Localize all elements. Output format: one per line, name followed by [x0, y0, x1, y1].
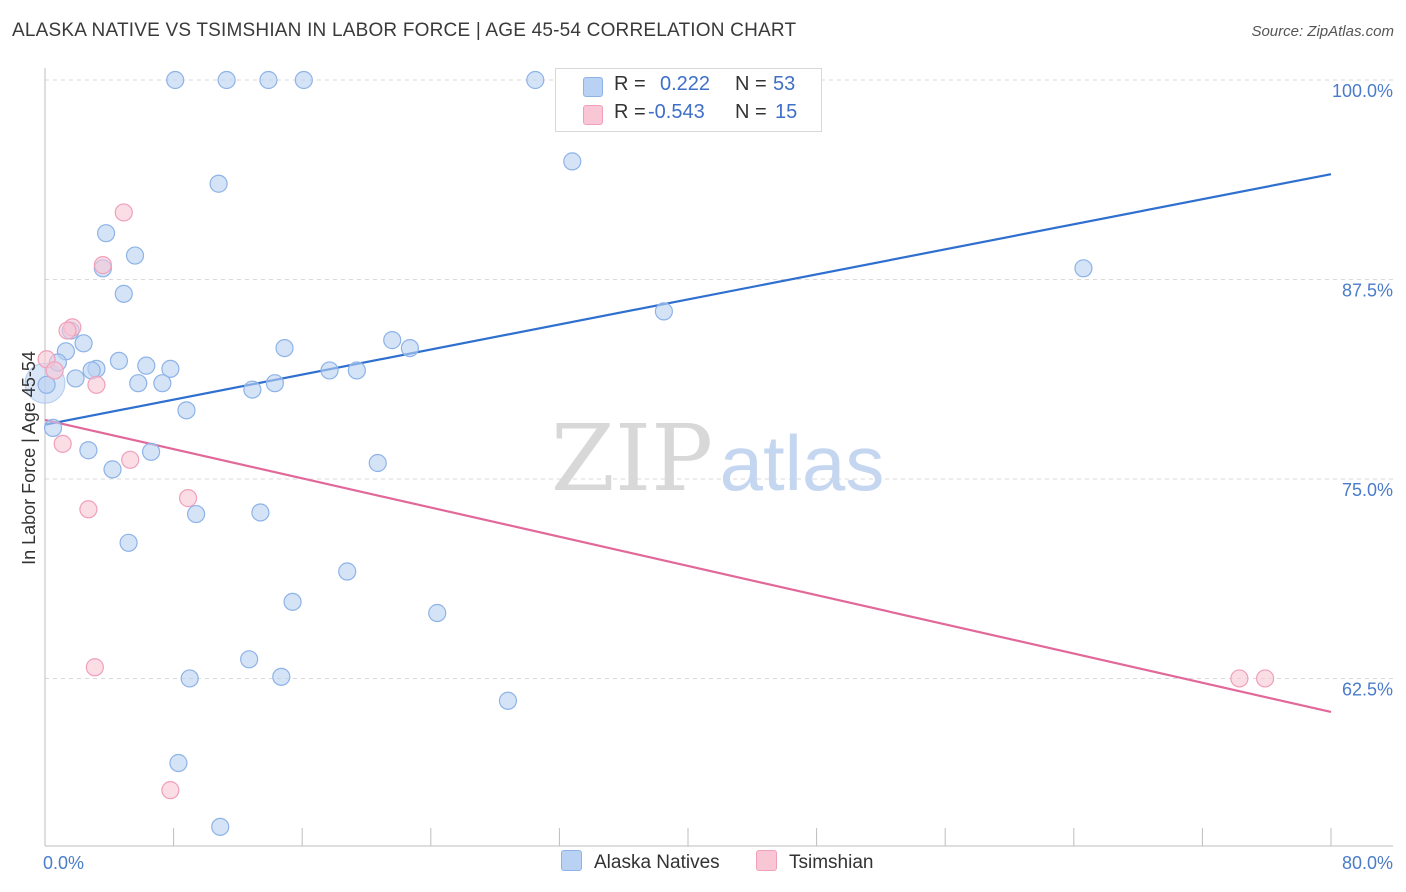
- data-point-tsimshian: [1255, 669, 1275, 688]
- data-point-alaska: [187, 504, 206, 524]
- legend-r-label: R =: [614, 101, 646, 123]
- data-point-alaska: [74, 334, 93, 353]
- watermark-zip: ZIP: [551, 405, 713, 512]
- data-point-alaska: [129, 374, 148, 393]
- data-point-alaska: [103, 460, 122, 479]
- data-point-alaska: [259, 70, 278, 90]
- data-point-alaska: [400, 339, 420, 358]
- legend-n-label: N =: [735, 73, 767, 95]
- data-point-alaska: [338, 562, 357, 581]
- data-point-tsimshian: [1230, 669, 1249, 688]
- data-point-alaska: [320, 361, 339, 380]
- bottom-legend-label-alaska: Alaska Natives: [594, 852, 720, 873]
- data-point-alaska: [347, 361, 366, 380]
- data-point-alaska: [37, 375, 56, 394]
- source-label: Source: ZipAtlas.com: [1251, 23, 1394, 40]
- legend-n-label: N =: [735, 101, 767, 123]
- bottom-legend-tsimshian: Tsimshian: [756, 850, 873, 874]
- data-point-alaska: [119, 533, 138, 552]
- data-point-alaska: [79, 441, 98, 460]
- data-point-alaska: [526, 70, 545, 90]
- data-point-alaska: [43, 418, 63, 437]
- legend-swatch-alaska: [583, 77, 603, 97]
- bottom-legend-swatch-alaska: [561, 850, 582, 871]
- watermark: ZIP atlas: [551, 405, 884, 512]
- data-point-alaska: [141, 442, 161, 461]
- data-point-alaska: [383, 331, 402, 350]
- data-point-tsimshian: [93, 256, 112, 275]
- data-point-alaska: [498, 691, 518, 710]
- data-point-alaska: [275, 339, 294, 358]
- legend-swatch-tsimshian: [583, 105, 603, 125]
- data-point-alaska: [654, 302, 673, 321]
- data-point-alaska: [294, 70, 313, 90]
- data-point-tsimshian: [121, 450, 140, 469]
- data-point-tsimshian: [79, 500, 98, 519]
- data-point-alaska: [166, 70, 185, 90]
- data-point-alaska: [251, 503, 270, 522]
- legend-r-label: R =: [614, 73, 646, 95]
- data-point-tsimshian: [87, 375, 106, 394]
- y-tick-label: 75.0%: [1342, 480, 1393, 500]
- data-point-alaska: [137, 356, 156, 375]
- data-point-alaska: [211, 817, 230, 836]
- data-point-alaska: [209, 174, 228, 193]
- gridlines: [45, 79, 1393, 679]
- legend-n-value: 15: [775, 101, 798, 123]
- bottom-legend-swatch-tsimshian: [756, 850, 777, 871]
- data-point-alaska: [169, 753, 188, 773]
- trend-line-alaska: [44, 173, 1332, 426]
- data-point-alaska: [563, 152, 582, 171]
- data-point-alaska: [180, 669, 199, 688]
- data-point-alaska: [368, 453, 387, 473]
- data-point-alaska: [1074, 259, 1093, 278]
- axes: [44, 68, 1393, 847]
- data-point-tsimshian: [161, 781, 180, 800]
- data-point-alaska: [66, 369, 85, 388]
- legend-r-value: 0.222: [660, 73, 711, 95]
- data-point-alaska: [96, 224, 116, 243]
- trend-line-tsimshian: [44, 418, 1332, 714]
- data-point-tsimshian: [45, 361, 64, 380]
- data-point-alaska: [240, 650, 259, 669]
- data-point-alaska: [125, 246, 145, 265]
- data-point-alaska: [283, 592, 302, 611]
- y-tick-label: 100.0%: [1332, 81, 1393, 101]
- data-point-alaska: [114, 284, 133, 303]
- data-point-alaska: [217, 70, 236, 90]
- legend-n-value: 53: [773, 73, 796, 95]
- data-point-tsimshian: [178, 489, 198, 508]
- bottom-legend-label-tsimshian: Tsimshian: [789, 852, 874, 873]
- tick-labels: 62.5% 75.0% 87.5% 100.0% 0.0% 80.0%: [43, 81, 1393, 873]
- trend-lines: [44, 173, 1332, 714]
- y-axis-label: In Labor Force | Age 45-54: [19, 351, 39, 565]
- data-point-alaska: [177, 401, 196, 420]
- data-point-tsimshian: [85, 658, 104, 677]
- data-point-alaska: [243, 380, 262, 399]
- data-point-tsimshian: [58, 321, 77, 340]
- chart-title: ALASKA NATIVE VS TSIMSHIAN IN LABOR FORC…: [12, 20, 797, 41]
- correlation-legend: R = 0.222 N = 53 R = -0.543 N = 15: [555, 68, 822, 132]
- data-point-alaska: [161, 359, 180, 378]
- data-point-tsimshian: [114, 203, 133, 222]
- bottom-legend-alaska: Alaska Natives: [561, 850, 720, 874]
- data-point-alaska: [109, 351, 129, 370]
- data-point-tsimshian: [53, 434, 72, 453]
- y-tick-label: 87.5%: [1342, 280, 1393, 300]
- watermark-atlas: atlas: [720, 419, 885, 507]
- legend-r-value: -0.543: [648, 101, 705, 123]
- x-tick-label: 0.0%: [43, 853, 84, 873]
- x-tick-label: 80.0%: [1342, 853, 1393, 873]
- y-tick-label: 62.5%: [1342, 679, 1393, 699]
- data-point-alaska: [428, 603, 447, 623]
- data-points: [24, 70, 1275, 836]
- data-point-alaska: [265, 374, 284, 393]
- data-point-alaska: [153, 374, 172, 393]
- data-point-alaska: [272, 667, 291, 686]
